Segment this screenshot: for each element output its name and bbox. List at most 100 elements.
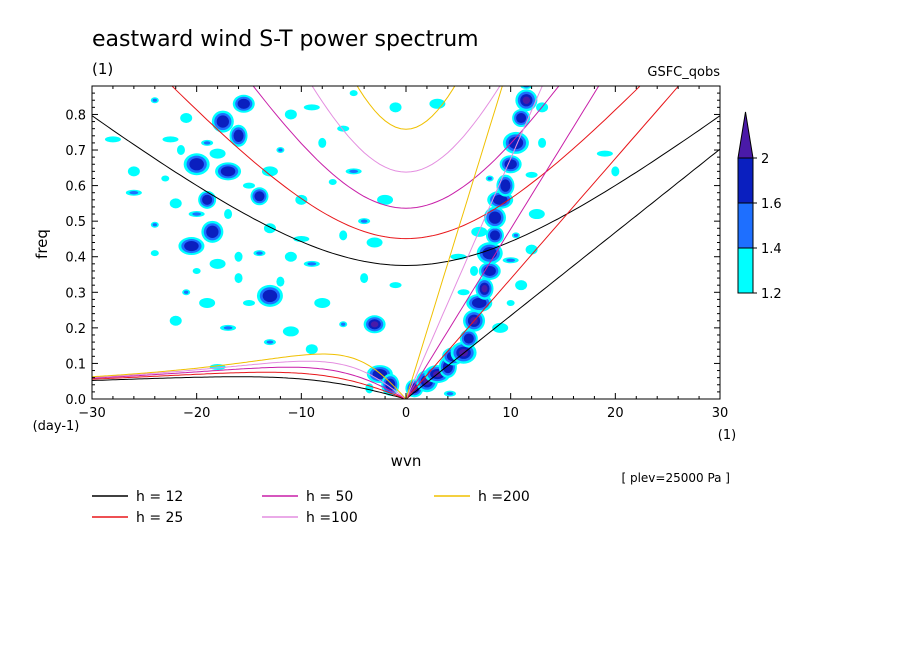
y-axis-ticks: 0.0 0.1 0.2 0.3 0.4 0.5 0.6 0.7 0.8 (65, 85, 720, 408)
contour-blob (482, 247, 498, 260)
x-axis-ticks: −30 −20 −10 0 10 20 30 (78, 86, 728, 421)
colorbar-arrow (737, 111, 754, 159)
contour-blob (471, 297, 487, 309)
contour-speckle (176, 145, 185, 156)
contour-speckle (169, 315, 182, 326)
y-tick-label: 0.1 (65, 357, 86, 372)
x-tick-label: 0 (402, 406, 410, 421)
y-tick-label: 0.4 (65, 251, 86, 266)
contour-speckle (199, 297, 216, 308)
contour-speckle (192, 267, 201, 274)
contour-speckle (303, 104, 320, 111)
contour-speckle-core (266, 340, 274, 344)
contour-blob (220, 166, 236, 177)
chart-subtitle-left: (1) (92, 60, 113, 78)
colorbar-segment (737, 247, 754, 294)
contour-speckle (284, 251, 297, 262)
contour-speckle (261, 166, 278, 177)
contour-speckle (528, 209, 545, 220)
contour-speckle-core (184, 290, 189, 294)
contour-blob (489, 230, 501, 241)
y-tick-label: 0.5 (65, 215, 86, 230)
contour-speckle-core (506, 258, 516, 262)
contour-speckle-core (360, 219, 368, 223)
contour-speckle (127, 166, 140, 177)
contour-blob (189, 158, 204, 171)
contour-speckle-core (307, 262, 317, 266)
x-tick-label: 10 (502, 406, 519, 421)
y-tick-label: 0.7 (65, 144, 86, 159)
contour-speckle (389, 282, 402, 289)
contour-blob (184, 241, 199, 252)
chart-title: eastward wind S-T power spectrum (92, 27, 479, 52)
contour-speckle-core (487, 176, 492, 181)
contour-speckle (104, 136, 121, 143)
contour-speckle-core (349, 169, 359, 174)
y-axis-unit: (day-1) (33, 419, 80, 434)
contour-blob (463, 333, 474, 344)
contour-speckle (162, 136, 179, 143)
contour-blob (481, 284, 488, 293)
legend-label: h = 12 (136, 489, 183, 505)
contour-speckle-core (278, 148, 283, 152)
contour-speckle (538, 137, 547, 148)
contour-speckle (365, 383, 374, 394)
contour-speckle (161, 175, 170, 182)
kelvin-curve (405, 86, 543, 399)
contour-layer (104, 86, 620, 398)
contour-speckle (339, 230, 348, 241)
rossby-curve (92, 376, 407, 399)
contour-blob (370, 321, 379, 328)
contour-blob (483, 265, 496, 276)
contour-speckle-core (513, 233, 519, 238)
contour-speckle (492, 322, 509, 333)
rossby-curve (92, 366, 407, 399)
x-tick-label: 30 (712, 406, 729, 421)
y-tick-label: 0.0 (65, 393, 86, 408)
contour-speckle (234, 251, 243, 262)
contour-speckle (180, 113, 193, 124)
contour-blob (385, 378, 396, 391)
contour-speckle (295, 194, 308, 205)
contour-speckle (596, 150, 613, 157)
colorbar-label: 1.4 (761, 242, 782, 257)
x-tick-label: −20 (183, 406, 210, 421)
colorbar: 2 1.6 1.4 1.2 (737, 111, 782, 302)
y-tick-label: 0.3 (65, 286, 86, 301)
inertia-gravity-curve (252, 86, 560, 209)
x-tick-label: 20 (607, 406, 624, 421)
contour-speckle-core (192, 212, 202, 216)
contour-speckle (470, 265, 479, 276)
contour-speckle (243, 182, 255, 189)
colorbar-segment (737, 202, 754, 249)
contour-speckle (284, 109, 297, 120)
y-tick-label: 0.6 (65, 180, 86, 195)
contour-speckle (360, 273, 369, 284)
contour-speckle-core (129, 191, 139, 195)
legend-label: h =200 (478, 489, 530, 505)
legend: h = 12 h = 25 h = 50 h =100 h =200 (92, 489, 530, 526)
contour-speckle (169, 198, 182, 209)
legend-label: h =100 (306, 510, 358, 526)
dispersion-curves (92, 86, 720, 399)
legend-label: h = 50 (306, 489, 353, 505)
inertia-gravity-curve (92, 115, 720, 267)
contour-blob (206, 225, 219, 238)
contour-blob (262, 289, 278, 303)
contour-blob (492, 194, 508, 205)
contour-speckle-core (341, 322, 346, 326)
contour-speckle-core (152, 98, 157, 102)
kelvin-curve (405, 86, 600, 399)
contour-speckle (611, 166, 620, 177)
contour-speckle (224, 209, 233, 220)
kelvin-curve (405, 148, 720, 399)
contour-speckle (389, 102, 402, 113)
contour-blob (522, 96, 531, 104)
contour-blob (488, 211, 502, 224)
contour-blob (508, 136, 524, 150)
contour-blob (216, 115, 229, 128)
contour-speckle (337, 125, 350, 132)
y-tick-label: 0.2 (65, 322, 86, 337)
contour-speckle (209, 258, 226, 269)
